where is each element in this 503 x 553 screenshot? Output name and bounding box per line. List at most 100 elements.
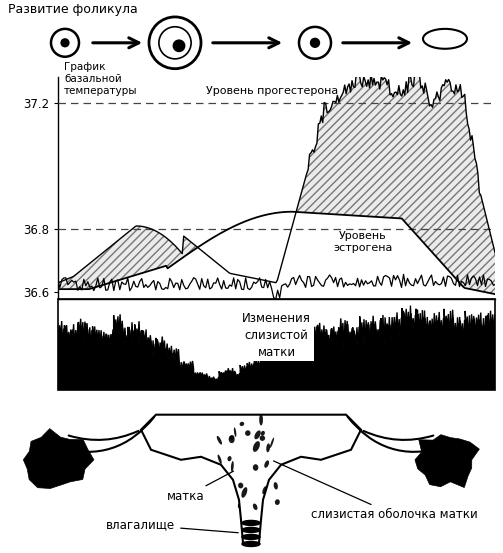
Polygon shape xyxy=(93,326,102,390)
Polygon shape xyxy=(416,309,426,390)
Polygon shape xyxy=(114,314,123,390)
Polygon shape xyxy=(23,429,94,488)
Ellipse shape xyxy=(260,435,265,441)
Polygon shape xyxy=(437,312,447,390)
Polygon shape xyxy=(78,319,88,390)
FancyArrowPatch shape xyxy=(364,431,434,440)
Ellipse shape xyxy=(242,520,260,525)
Polygon shape xyxy=(100,332,109,390)
FancyArrowPatch shape xyxy=(68,431,138,440)
Polygon shape xyxy=(233,373,243,390)
Polygon shape xyxy=(205,376,215,390)
Ellipse shape xyxy=(234,427,236,437)
Text: Изменения
слизистой
матки: Изменения слизистой матки xyxy=(242,312,311,358)
Polygon shape xyxy=(451,317,461,390)
Polygon shape xyxy=(339,319,348,390)
Polygon shape xyxy=(374,320,383,390)
Text: слизистая оболочка матки: слизистая оболочка матки xyxy=(274,461,478,521)
Polygon shape xyxy=(479,315,489,390)
Ellipse shape xyxy=(253,441,260,452)
Ellipse shape xyxy=(255,430,261,439)
Ellipse shape xyxy=(245,430,250,436)
Polygon shape xyxy=(261,349,271,390)
Polygon shape xyxy=(381,315,390,390)
Polygon shape xyxy=(170,348,180,390)
Polygon shape xyxy=(247,362,257,390)
Polygon shape xyxy=(458,320,468,390)
Ellipse shape xyxy=(264,460,269,468)
Circle shape xyxy=(173,40,185,51)
Text: График
базальной
температуры: График базальной температуры xyxy=(64,61,138,96)
Polygon shape xyxy=(226,368,236,390)
Polygon shape xyxy=(71,322,81,390)
Polygon shape xyxy=(324,329,334,390)
Polygon shape xyxy=(191,371,201,390)
Polygon shape xyxy=(465,311,475,390)
Polygon shape xyxy=(107,329,116,390)
Polygon shape xyxy=(275,333,285,390)
Polygon shape xyxy=(331,326,341,390)
Ellipse shape xyxy=(229,436,234,443)
Polygon shape xyxy=(57,321,67,390)
Ellipse shape xyxy=(241,487,247,498)
Polygon shape xyxy=(163,343,173,390)
Polygon shape xyxy=(240,365,250,390)
Ellipse shape xyxy=(238,503,240,508)
Ellipse shape xyxy=(261,431,265,436)
Polygon shape xyxy=(296,319,306,390)
Polygon shape xyxy=(141,415,361,543)
Text: Уровень прогестерона: Уровень прогестерона xyxy=(206,86,339,96)
Polygon shape xyxy=(121,327,130,390)
Polygon shape xyxy=(346,324,355,390)
FancyArrowPatch shape xyxy=(348,417,443,452)
Polygon shape xyxy=(184,361,194,390)
Ellipse shape xyxy=(229,435,234,440)
Polygon shape xyxy=(472,312,482,390)
Polygon shape xyxy=(156,337,165,390)
Polygon shape xyxy=(317,323,327,390)
Polygon shape xyxy=(353,326,362,390)
Polygon shape xyxy=(415,435,479,488)
Ellipse shape xyxy=(242,528,260,533)
Polygon shape xyxy=(198,372,208,390)
Polygon shape xyxy=(212,377,222,390)
Text: Уровень
эстрогена: Уровень эстрогена xyxy=(333,231,392,253)
Ellipse shape xyxy=(238,483,243,488)
Polygon shape xyxy=(395,311,404,390)
Ellipse shape xyxy=(270,437,274,448)
Text: влагалище: влагалище xyxy=(106,518,238,533)
Circle shape xyxy=(310,38,319,47)
Ellipse shape xyxy=(217,436,222,445)
Polygon shape xyxy=(402,306,411,390)
Polygon shape xyxy=(142,330,151,390)
Polygon shape xyxy=(149,339,158,390)
Ellipse shape xyxy=(266,444,270,452)
Polygon shape xyxy=(486,311,496,390)
Polygon shape xyxy=(177,362,187,390)
Polygon shape xyxy=(303,322,313,390)
Polygon shape xyxy=(360,316,369,390)
Ellipse shape xyxy=(253,504,258,510)
Polygon shape xyxy=(64,325,74,390)
Polygon shape xyxy=(268,347,278,390)
Polygon shape xyxy=(128,322,137,390)
FancyArrowPatch shape xyxy=(59,417,154,452)
Polygon shape xyxy=(409,310,418,390)
Ellipse shape xyxy=(275,499,280,505)
Ellipse shape xyxy=(227,456,231,461)
Ellipse shape xyxy=(274,482,278,489)
Polygon shape xyxy=(282,332,292,390)
Circle shape xyxy=(61,39,69,46)
Polygon shape xyxy=(444,309,454,390)
Polygon shape xyxy=(423,317,433,390)
Polygon shape xyxy=(388,317,397,390)
Ellipse shape xyxy=(259,414,263,425)
Polygon shape xyxy=(310,326,320,390)
Polygon shape xyxy=(219,371,229,390)
Text: матка: матка xyxy=(167,471,233,503)
Polygon shape xyxy=(86,323,95,390)
Ellipse shape xyxy=(218,455,222,464)
Polygon shape xyxy=(135,321,144,390)
Text: Развитие фоликула: Развитие фоликула xyxy=(8,3,138,16)
Ellipse shape xyxy=(242,541,260,546)
